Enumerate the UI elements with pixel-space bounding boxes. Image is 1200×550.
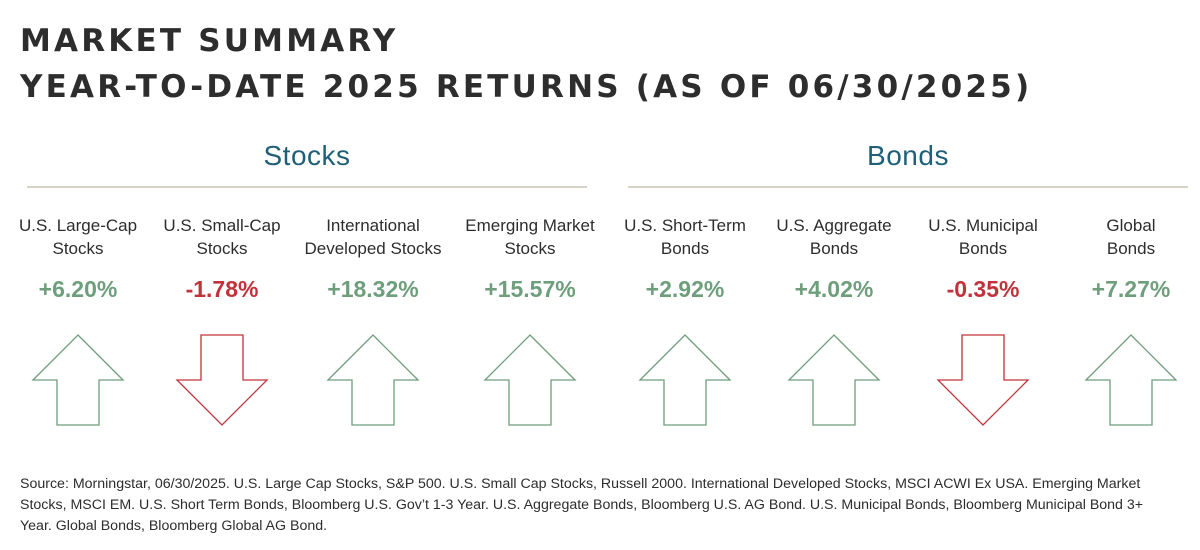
section-title-bonds: Bonds — [867, 140, 949, 171]
arrow-up-icon — [787, 334, 881, 426]
arrow-down-shape — [175, 334, 269, 426]
arrow-up-shape — [638, 334, 732, 426]
return-value: +4.02% — [794, 276, 874, 302]
return-item: U.S. Municipal Bonds -0.35% — [908, 214, 1058, 428]
return-item: Global Bonds +7.27% — [1056, 214, 1200, 428]
return-item: U.S. Small-Cap Stocks -1.78% — [147, 214, 297, 428]
arrow-up-icon — [31, 334, 125, 426]
page-title: MARKET SUMMARY — [20, 23, 399, 59]
return-label-line: Stocks — [504, 239, 556, 258]
return-label-line: International — [326, 216, 420, 235]
arrow-down-icon — [936, 334, 1030, 426]
return-value: +18.32% — [327, 276, 419, 302]
arrow-up-icon — [326, 334, 420, 426]
return-item: U.S. Short-Term Bonds +2.92% — [610, 214, 760, 428]
return-label: U.S. Aggregate Bonds — [759, 214, 909, 260]
arrow-up-shape — [1084, 334, 1178, 426]
return-value: +7.27% — [1091, 276, 1171, 302]
arrow-up-icon — [483, 334, 577, 426]
source-note: Source: Morningstar, 06/30/2025. U.S. La… — [20, 476, 1144, 534]
return-label-line: Stocks — [196, 239, 248, 258]
return-label-line: Bonds — [1106, 239, 1156, 258]
return-label-line: U.S. Large-Cap — [18, 216, 138, 235]
arrow-up-icon — [1084, 334, 1178, 426]
page-subtitle: YEAR-TO-DATE 2025 RETURNS (AS OF 06/30/2… — [20, 69, 1033, 105]
return-label-line: U.S. Municipal — [928, 216, 1038, 235]
return-label-line: Global — [1106, 216, 1156, 235]
arrow-up-icon — [638, 334, 732, 426]
return-value: +2.92% — [645, 276, 725, 302]
return-label: U.S. Short-Term Bonds — [610, 214, 760, 260]
return-label-line: U.S. Aggregate — [776, 216, 892, 235]
return-label-line: U.S. Small-Cap — [163, 216, 281, 235]
return-label: U.S. Small-Cap Stocks — [147, 214, 297, 260]
return-label: U.S. Large-Cap Stocks — [3, 214, 153, 260]
return-item: Emerging Market Stocks +15.57% — [455, 214, 605, 428]
return-label: U.S. Municipal Bonds — [908, 214, 1058, 260]
return-value: -1.78% — [185, 276, 259, 302]
arrow-up-shape — [483, 334, 577, 426]
return-value: -0.35% — [946, 276, 1020, 302]
section-divider-bonds — [628, 186, 1188, 188]
return-label-line: Stocks — [52, 239, 104, 258]
return-label-line: Bonds — [809, 239, 859, 258]
return-label-line: Bonds — [660, 239, 710, 258]
return-value: +15.57% — [484, 276, 576, 302]
return-item: U.S. Large-Cap Stocks +6.20% — [3, 214, 153, 428]
arrow-down-icon — [175, 334, 269, 426]
return-label: Global Bonds — [1056, 214, 1200, 260]
title-block: MARKET SUMMARY YEAR-TO-DATE 2025 RETURNS… — [20, 18, 1032, 110]
return-label-line: Developed Stocks — [304, 239, 442, 258]
return-item: U.S. Aggregate Bonds +4.02% — [759, 214, 909, 428]
return-label: International Developed Stocks — [298, 214, 448, 260]
return-label-line: U.S. Short-Term — [624, 216, 746, 235]
arrow-up-shape — [787, 334, 881, 426]
return-label-line: Emerging Market — [465, 216, 595, 235]
arrow-up-shape — [31, 334, 125, 426]
arrow-up-shape — [326, 334, 420, 426]
section-title-stocks: Stocks — [263, 140, 351, 171]
return-label: Emerging Market Stocks — [455, 214, 605, 260]
section-divider-stocks — [27, 186, 587, 188]
arrow-down-shape — [936, 334, 1030, 426]
return-label-line: Bonds — [958, 239, 1008, 258]
return-value: +6.20% — [38, 276, 118, 302]
return-item: International Developed Stocks +18.32% — [298, 214, 448, 428]
